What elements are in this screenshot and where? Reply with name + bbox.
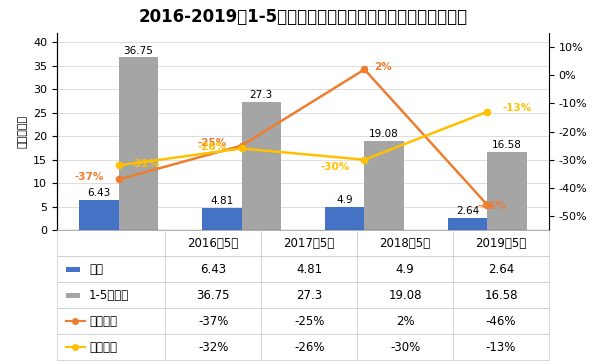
- Bar: [325, 207, 364, 230]
- Text: -30%: -30%: [390, 341, 420, 354]
- Bar: [453, 256, 549, 282]
- Text: 2%: 2%: [396, 315, 415, 328]
- Bar: [261, 282, 357, 308]
- Text: 27.3: 27.3: [296, 289, 322, 302]
- Bar: [448, 218, 487, 230]
- Bar: [453, 230, 549, 256]
- Text: 同比增幅: 同比增幅: [89, 315, 117, 328]
- Bar: [357, 335, 453, 360]
- Text: 销量: 销量: [89, 263, 103, 276]
- Text: -13%: -13%: [502, 103, 532, 112]
- Text: 19.08: 19.08: [369, 128, 399, 139]
- Text: -37%: -37%: [74, 172, 104, 182]
- Text: -26%: -26%: [197, 142, 227, 152]
- Bar: [453, 335, 549, 360]
- Bar: [57, 256, 165, 282]
- Bar: [202, 208, 242, 230]
- Bar: [364, 141, 404, 230]
- Text: 4.81: 4.81: [210, 196, 233, 206]
- Bar: [165, 230, 261, 256]
- Bar: [261, 308, 357, 335]
- Bar: [453, 308, 549, 335]
- Text: -25%: -25%: [197, 138, 227, 148]
- Text: 36.75: 36.75: [124, 46, 153, 56]
- Bar: [66, 293, 80, 298]
- Y-axis label: 单位：万辆: 单位：万辆: [17, 115, 28, 148]
- Bar: [57, 230, 165, 256]
- Text: 2%: 2%: [374, 62, 392, 72]
- Bar: [66, 267, 80, 272]
- Text: 16.58: 16.58: [492, 141, 522, 150]
- Bar: [119, 58, 158, 230]
- Text: 16.58: 16.58: [484, 289, 518, 302]
- Text: 2019年5月: 2019年5月: [475, 237, 527, 250]
- Bar: [453, 282, 549, 308]
- Text: 19.08: 19.08: [388, 289, 422, 302]
- Bar: [357, 256, 453, 282]
- Text: -32%: -32%: [198, 341, 229, 354]
- Bar: [487, 152, 527, 230]
- Bar: [165, 308, 261, 335]
- Bar: [165, 282, 261, 308]
- Text: -25%: -25%: [294, 315, 325, 328]
- Bar: [57, 282, 165, 308]
- Text: -37%: -37%: [198, 315, 229, 328]
- Bar: [357, 282, 453, 308]
- Bar: [357, 230, 453, 256]
- Text: 1-5月销量: 1-5月销量: [89, 289, 129, 302]
- Text: 2018年5月: 2018年5月: [380, 237, 431, 250]
- Text: 36.75: 36.75: [196, 289, 230, 302]
- Text: 27.3: 27.3: [250, 90, 273, 100]
- Text: 4.9: 4.9: [396, 263, 415, 276]
- Text: -46%: -46%: [486, 315, 516, 328]
- Bar: [79, 200, 119, 230]
- Bar: [357, 308, 453, 335]
- Text: -30%: -30%: [320, 162, 350, 172]
- Title: 2016-2019年1-5月微客市场销量及增幅走势（单位：万辆）: 2016-2019年1-5月微客市场销量及增幅走势（单位：万辆）: [139, 8, 467, 25]
- Bar: [165, 256, 261, 282]
- Bar: [57, 335, 165, 360]
- Bar: [57, 308, 165, 335]
- Text: 2.64: 2.64: [488, 263, 514, 276]
- Text: -46%: -46%: [478, 201, 507, 211]
- Text: -26%: -26%: [294, 341, 325, 354]
- Text: 2017年5月: 2017年5月: [284, 237, 335, 250]
- Bar: [261, 230, 357, 256]
- Text: -32%: -32%: [131, 159, 160, 169]
- Text: 4.9: 4.9: [337, 195, 353, 205]
- Bar: [242, 102, 281, 230]
- Text: 2016年5月: 2016年5月: [188, 237, 239, 250]
- Text: -13%: -13%: [486, 341, 516, 354]
- Text: 4.81: 4.81: [296, 263, 322, 276]
- Text: 累计增幅: 累计增幅: [89, 341, 117, 354]
- Text: 2.64: 2.64: [456, 206, 479, 216]
- Text: 6.43: 6.43: [88, 188, 110, 198]
- Bar: [261, 335, 357, 360]
- Text: 6.43: 6.43: [200, 263, 226, 276]
- Bar: [261, 256, 357, 282]
- Bar: [165, 335, 261, 360]
